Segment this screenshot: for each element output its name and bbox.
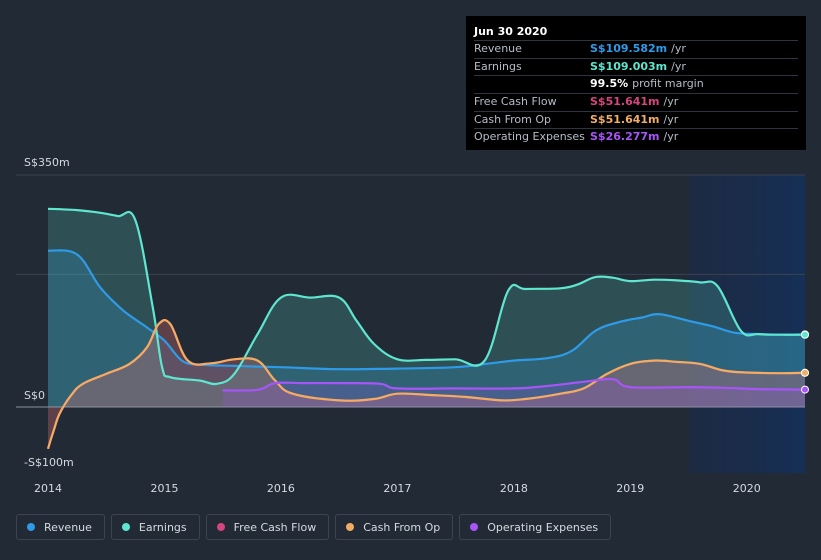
tooltip-label: Earnings — [474, 59, 522, 73]
earnings-area — [48, 208, 805, 407]
tooltip-row-free-cash-flow: Free Cash Flow S$51.641m /yr — [474, 94, 798, 112]
legend-item-cash-from-op[interactable]: Cash From Op — [335, 514, 454, 540]
tooltip-panel: Jun 30 2020 Revenue S$109.582m /yr Earni… — [466, 16, 806, 150]
tooltip-unit: /yr — [663, 95, 679, 109]
legend-dot-icon — [121, 523, 130, 531]
tooltip-row-earnings: Earnings S$109.003m /yr — [474, 59, 798, 77]
tooltip-unit: profit margin — [632, 77, 704, 91]
legend-label: Cash From Op — [363, 520, 441, 534]
series-endpoints — [801, 330, 809, 394]
legend-dot-icon — [470, 523, 479, 531]
tooltip-unit: /yr — [671, 59, 686, 73]
tooltip-value: S$109.582m — [590, 42, 668, 55]
legend-item-earnings[interactable]: Earnings — [110, 514, 200, 540]
tooltip-value: S$51.641m — [590, 95, 660, 109]
cash-from-op-endpoint — [801, 368, 809, 377]
tooltip-row-cash-from-op: Cash From Op S$51.641m /yr — [474, 112, 798, 130]
x-tick-label: 2014 — [34, 482, 62, 495]
x-tick-label: 2017 — [383, 482, 411, 495]
x-tick-label: 2020 — [733, 482, 761, 495]
tooltip-value: 99.5% — [590, 77, 629, 91]
tooltip-value: S$51.641m — [590, 112, 660, 126]
chart-legend: Revenue Earnings Free Cash Flow Cash Fro… — [16, 514, 617, 540]
y-tick-label-top: S$350m — [24, 156, 70, 169]
x-tick-label: 2016 — [267, 482, 295, 495]
tooltip-label: Revenue — [474, 42, 522, 55]
legend-dot-icon — [346, 523, 355, 531]
x-axis: 2014 2015 2016 2017 2018 2019 2020 — [34, 482, 761, 495]
legend-label: Free Cash Flow — [233, 520, 317, 534]
tooltip-value: S$26.277m — [590, 130, 660, 144]
cash-from-op-line — [46, 319, 806, 450]
legend-item-free-cash-flow[interactable]: Free Cash Flow — [205, 514, 330, 540]
operating-expenses-endpoint — [801, 385, 809, 394]
y-tick-label-bottom: -S$100m — [24, 456, 74, 469]
legend-item-operating-expenses[interactable]: Operating Expenses — [459, 514, 612, 540]
x-tick-label: 2015 — [150, 482, 178, 495]
tooltip-row-operating-expenses: Operating Expenses S$26.277m /yr — [474, 129, 798, 146]
tooltip-unit: /yr — [663, 130, 679, 144]
tooltip-label: Free Cash Flow — [474, 95, 557, 109]
tooltip-label: Cash From Op — [474, 112, 552, 126]
tooltip-row-profit-margin: 99.5% profit margin — [474, 76, 798, 95]
legend-label: Revenue — [44, 520, 92, 534]
legend-item-revenue[interactable]: Revenue — [16, 514, 105, 540]
y-tick-label-zero: S$0 — [24, 389, 45, 402]
earnings-endpoint — [801, 330, 809, 339]
earnings-line — [47, 207, 806, 386]
tooltip-value: S$109.003m — [590, 59, 668, 73]
tooltip-label — [474, 76, 590, 93]
revenue-line — [47, 249, 806, 371]
tooltip-row-revenue: Revenue S$109.582m /yr — [474, 41, 798, 59]
financials-chart: S$350m S$0 -S$100m 2014 2015 2016 2017 2018 2… — [16, 156, 809, 495]
x-tick-label: 2019 — [616, 482, 644, 495]
legend-dot-icon — [27, 523, 35, 531]
legend-dot-icon — [216, 523, 225, 531]
tooltip-label: Operating Expenses — [474, 130, 585, 144]
series-lines — [46, 207, 806, 450]
forecast-region — [688, 175, 805, 473]
free-cash-flow-area — [48, 320, 805, 449]
tooltip-date: Jun 30 2020 — [474, 23, 798, 41]
legend-label: Operating Expenses — [487, 520, 599, 534]
tooltip-unit: /yr — [663, 112, 679, 126]
tooltip-unit: /yr — [671, 42, 686, 55]
operating-expenses-line — [222, 377, 806, 392]
legend-label: Earnings — [138, 520, 187, 534]
cash-from-op-area — [48, 320, 805, 449]
x-tick-label: 2018 — [500, 482, 528, 495]
